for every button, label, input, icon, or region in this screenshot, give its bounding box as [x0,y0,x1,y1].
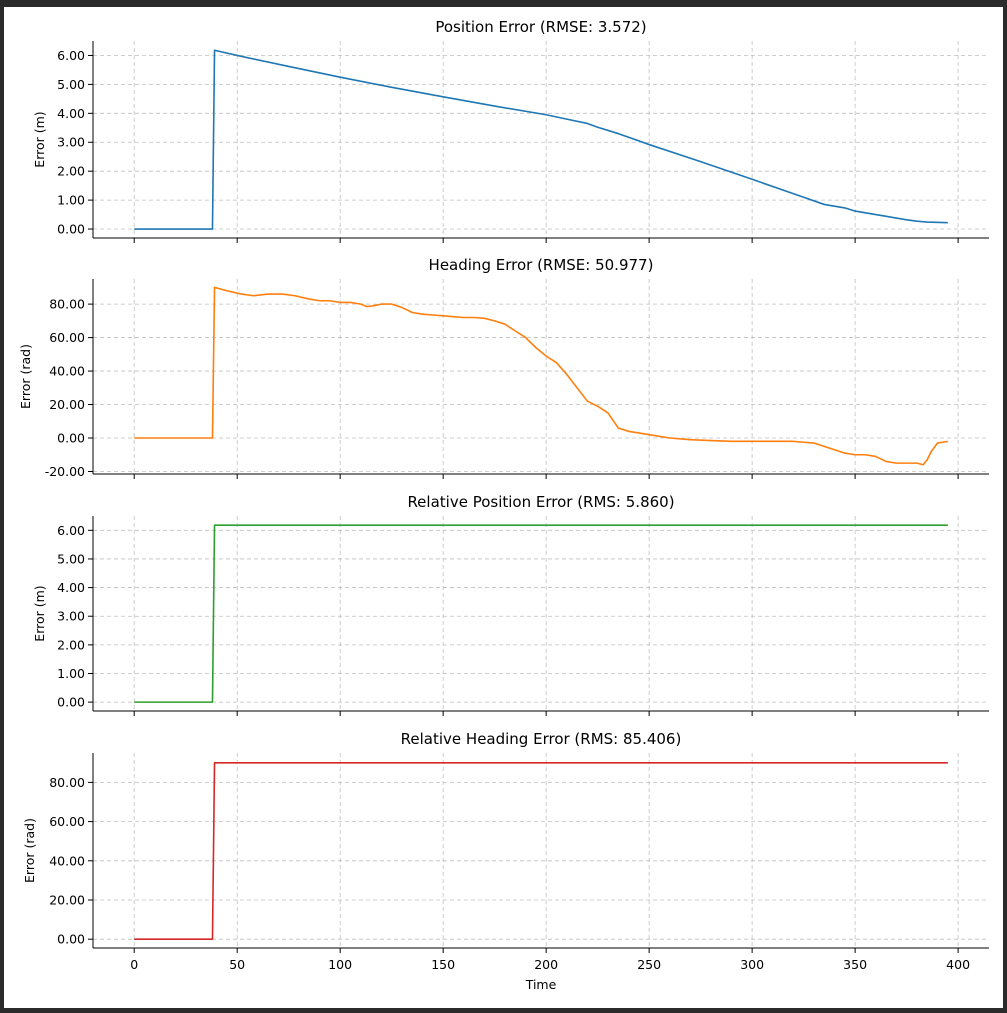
y-tick-label: 40.00 [49,364,85,379]
x-tick-label: 250 [637,957,661,972]
y-tick-label: 2.00 [57,637,85,652]
y-tick-label: 6.00 [57,523,85,538]
subplot-title: Heading Error (RMSE: 50.977) [429,256,654,274]
y-tick-label: 4.00 [57,580,85,595]
x-tick-label: 200 [534,957,558,972]
subplot-title: Position Error (RMSE: 3.572) [435,18,646,36]
y-tick-label: 0.00 [57,222,85,237]
x-tick-label: 100 [328,957,352,972]
y-axis-label: Error (m) [32,111,47,167]
x-tick-label: 150 [431,957,455,972]
series-line [134,524,948,703]
y-tick-label: 20.00 [49,397,85,412]
y-tick-label: -20.00 [45,464,85,479]
subplot-2: -20.00 0.00 20.00 40.00 60.00 80.00 Heading Er… [18,256,989,479]
y-axis-label: Error (rad) [22,818,37,883]
y-tick-label: 3.00 [57,609,85,624]
y-tick-label: 5.00 [57,551,85,566]
series-line [134,49,948,230]
y-tick-label: 2.00 [57,164,85,179]
x-axis-label: Time [525,977,557,992]
y-tick-label: 80.00 [49,297,85,312]
y-tick-label: 4.00 [57,106,85,121]
chart-canvas: 0.00 1.00 2.00 3.00 4.00 5.00 6.00 Position Err… [18,18,989,992]
series-line [134,286,948,466]
subplot-4: 0.00 20.00 40.00 60.00 80.00 0 50 100 150 200 250 3… [22,730,989,992]
y-tick-label: 0.00 [57,431,85,446]
y-tick-label: 60.00 [49,330,85,345]
y-tick-label: 0.00 [57,695,85,710]
x-tick-label: 400 [946,957,970,972]
y-tick-label: 0.00 [57,932,85,947]
x-tick-label: 0 [130,957,138,972]
subplot-3: 0.00 1.00 2.00 3.00 4.00 5.00 6.00 Relative Pos… [32,493,989,716]
y-tick-label: 5.00 [57,77,85,92]
y-tick-label: 40.00 [49,853,85,868]
y-tick-label: 1.00 [57,666,85,681]
y-tick-label: 3.00 [57,135,85,150]
series-line [134,761,948,940]
figure: 0.00 1.00 2.00 3.00 4.00 5.00 6.00 Position Err… [4,7,1003,1008]
x-tick-label: 300 [740,957,764,972]
y-axis-label: Error (rad) [18,344,33,409]
y-axis-label: Error (m) [32,585,47,641]
y-tick-label: 80.00 [49,775,85,790]
y-tick-label: 20.00 [49,892,85,907]
y-tick-label: 6.00 [57,48,85,63]
y-tick-label: 60.00 [49,814,85,829]
x-tick-label: 50 [229,957,245,972]
x-tick-label: 350 [843,957,867,972]
subplot-title: Relative Position Error (RMS: 5.860) [407,493,674,511]
subplot-1: 0.00 1.00 2.00 3.00 4.00 5.00 6.00 Position Err… [32,18,989,243]
y-tick-label: 1.00 [57,193,85,208]
subplot-title: Relative Heading Error (RMS: 85.406) [401,730,682,748]
